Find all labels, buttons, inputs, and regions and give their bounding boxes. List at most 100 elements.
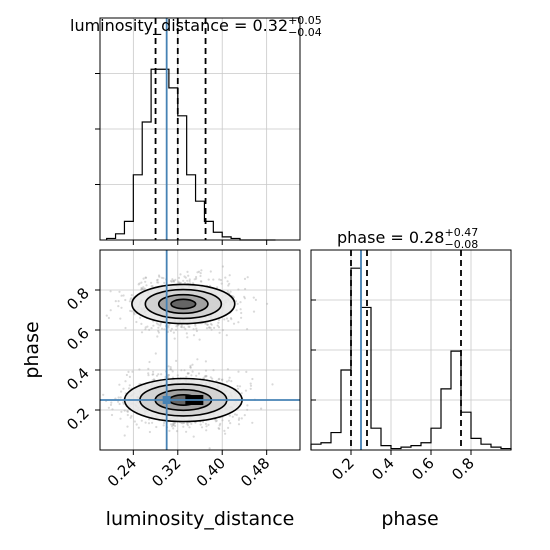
scatter-point — [140, 331, 144, 334]
scatter-point — [223, 318, 226, 321]
scatter-point — [180, 324, 183, 327]
scatter-point — [160, 327, 164, 330]
scatter-point — [152, 370, 155, 373]
scatter-point — [167, 325, 170, 328]
scatter-point — [144, 276, 147, 279]
scatter-point — [144, 276, 148, 279]
scatter-point — [186, 279, 189, 282]
scatter-point — [117, 400, 120, 403]
scatter-point — [244, 389, 248, 392]
scatter-point — [237, 288, 240, 291]
scatter-point — [199, 274, 202, 278]
scatter-point — [240, 392, 243, 395]
scatter-point — [195, 327, 198, 330]
x-tick-label: 0.48 — [237, 454, 273, 490]
scatter-point — [152, 378, 155, 381]
scatter-point — [220, 279, 223, 282]
scatter-point — [218, 427, 221, 430]
hist-phase-panel: 0.2 0.4 0.6 0.8 — [310, 249, 512, 484]
scatter-point — [173, 337, 176, 340]
scatter-point — [233, 413, 237, 416]
scatter-point — [168, 429, 171, 432]
scatter-point — [155, 425, 158, 429]
scatter-point — [230, 318, 233, 321]
scatter-point — [186, 424, 189, 427]
scatter-point — [197, 372, 201, 375]
scatter-point — [235, 309, 238, 312]
scatter-point — [200, 269, 203, 272]
scatter-point — [245, 370, 248, 373]
scatter-point — [171, 423, 174, 426]
scatter-point — [178, 281, 181, 284]
scatter-point — [225, 380, 229, 383]
scatter-point — [252, 310, 256, 313]
scatter-point — [186, 422, 189, 425]
scatter-point — [240, 316, 243, 319]
scatter-point — [213, 326, 216, 329]
scatter-point — [147, 372, 150, 375]
scatter-point — [152, 373, 155, 376]
scatter-point — [192, 328, 195, 331]
scatter-point — [217, 378, 220, 381]
scatter-point — [175, 359, 178, 362]
scatter-point — [122, 402, 125, 405]
scatter-point — [154, 352, 157, 355]
scatter-point — [239, 308, 242, 311]
scatter-point — [191, 282, 195, 285]
scatter-point — [182, 279, 185, 282]
scatter-point — [237, 387, 240, 390]
scatter-point — [150, 327, 153, 330]
scatter-point — [142, 286, 145, 289]
scatter-point — [138, 368, 141, 371]
x-tick-label: 0.32 — [148, 454, 184, 490]
scatter-point — [122, 387, 125, 390]
scatter-point — [189, 364, 192, 367]
scatter-point — [226, 368, 229, 371]
scatter-point — [128, 375, 131, 378]
contour-line — [170, 298, 197, 310]
scatter-point — [110, 401, 113, 404]
scatter-point — [240, 311, 243, 315]
scatter-point — [183, 369, 186, 372]
scatter-point — [129, 416, 132, 419]
scatter-point — [199, 280, 202, 283]
scatter-point — [226, 280, 229, 283]
title-lower-error: −0.04 — [288, 26, 322, 39]
scatter-point — [236, 302, 239, 305]
scatter-point — [119, 396, 122, 399]
scatter-panel: 0.24 0.32 0.40 0.48 0.2 0.4 0.6 0.8 — [63, 249, 301, 490]
scatter-point — [218, 424, 221, 427]
scatter-point — [172, 279, 175, 282]
title-phase: phase = 0.28+0.47 −0.08 — [337, 226, 478, 251]
scatter-point — [167, 373, 170, 377]
scatter-point — [235, 413, 238, 416]
scatter-point — [217, 326, 221, 329]
scatter-point — [180, 369, 183, 372]
scatter-point — [229, 290, 232, 293]
scatter-point — [140, 419, 143, 422]
scatter-point — [153, 378, 156, 381]
scatter-point — [183, 275, 186, 278]
scatter-point — [196, 271, 199, 274]
scatter-point — [177, 323, 180, 327]
scatter-point — [128, 384, 131, 387]
scatter-point — [146, 325, 149, 328]
scatter-point — [243, 277, 247, 280]
scatter-point — [251, 421, 254, 424]
scatter-point — [227, 426, 230, 429]
scatter-point — [126, 410, 129, 413]
scatter-point — [215, 419, 218, 422]
scatter-point — [117, 305, 120, 308]
scatter-point — [175, 325, 178, 328]
scatter-point — [158, 275, 161, 278]
scatter-point — [237, 418, 240, 421]
scatter-point — [126, 425, 129, 428]
scatter-point — [221, 265, 224, 268]
scatter-point — [186, 372, 189, 375]
scatter-point — [120, 294, 123, 297]
scatter-point — [212, 369, 215, 372]
scatter-point — [157, 274, 161, 277]
scatter-point — [204, 374, 207, 378]
scatter-point — [160, 373, 163, 376]
